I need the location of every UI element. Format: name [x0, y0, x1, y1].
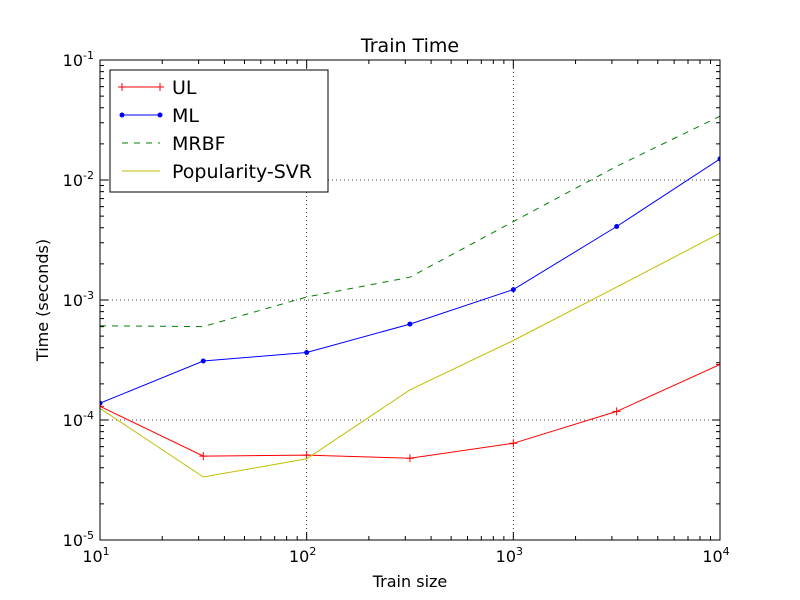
y-axis-label: Time (seconds)	[33, 239, 52, 362]
series-popularity-svr	[100, 232, 720, 478]
legend-marker	[119, 112, 125, 118]
legend-item-popularity-svr: Popularity-SVR	[122, 161, 312, 183]
series-ml	[100, 156, 720, 406]
data-point-ml	[717, 156, 720, 162]
data-point-ml	[200, 358, 206, 364]
x-tick-label: 101	[82, 545, 109, 566]
legend-label: ML	[172, 105, 199, 127]
data-point-ul	[302, 451, 311, 460]
x-tick-label: 103	[496, 545, 523, 566]
series-layer	[100, 115, 720, 478]
legend-marker	[118, 83, 126, 91]
x-axis-label: Train size	[372, 572, 448, 591]
y-tick-label: 10-1	[63, 49, 94, 70]
data-point-ml	[100, 400, 103, 406]
data-point-ul	[509, 439, 518, 448]
data-point-ul	[612, 407, 621, 416]
chart-title: Train Time	[360, 35, 459, 57]
legend-label: UL	[172, 77, 197, 99]
data-point-ul	[100, 402, 104, 411]
series-mrbf	[100, 115, 720, 328]
legend-item-mrbf: MRBF	[122, 133, 226, 155]
legend-item-ml: ML	[119, 105, 199, 127]
legend-item-ul: UL	[118, 77, 197, 99]
legend: UL ML MRBF Popularity-SVR	[109, 69, 329, 193]
legend-marker	[156, 83, 164, 91]
data-point-ml	[614, 223, 620, 229]
legend-marker	[157, 112, 163, 118]
y-tick-label: 10-2	[63, 169, 94, 190]
legend-label: MRBF	[172, 133, 226, 155]
data-point-ul	[405, 454, 414, 463]
legend-label: Popularity-SVR	[172, 161, 312, 183]
data-point-ml	[510, 287, 516, 293]
data-point-ml	[304, 350, 310, 356]
x-tick-label: 102	[289, 545, 316, 566]
y-tick-label: 10-5	[63, 529, 94, 550]
ticks: 101 102 103 104 10-5 10-4 10-3 10-2 10-1	[63, 49, 730, 566]
series-ul	[100, 360, 720, 463]
y-tick-label: 10-3	[63, 289, 94, 310]
data-point-ul	[716, 360, 720, 369]
y-tick-label: 10-4	[63, 409, 94, 430]
data-point-ul	[199, 452, 208, 461]
series-line-mrbf	[100, 115, 720, 328]
series-line-popularity-svr	[100, 232, 720, 478]
legend-box	[109, 69, 329, 193]
x-tick-label: 104	[702, 545, 729, 566]
data-point-ml	[407, 321, 413, 327]
